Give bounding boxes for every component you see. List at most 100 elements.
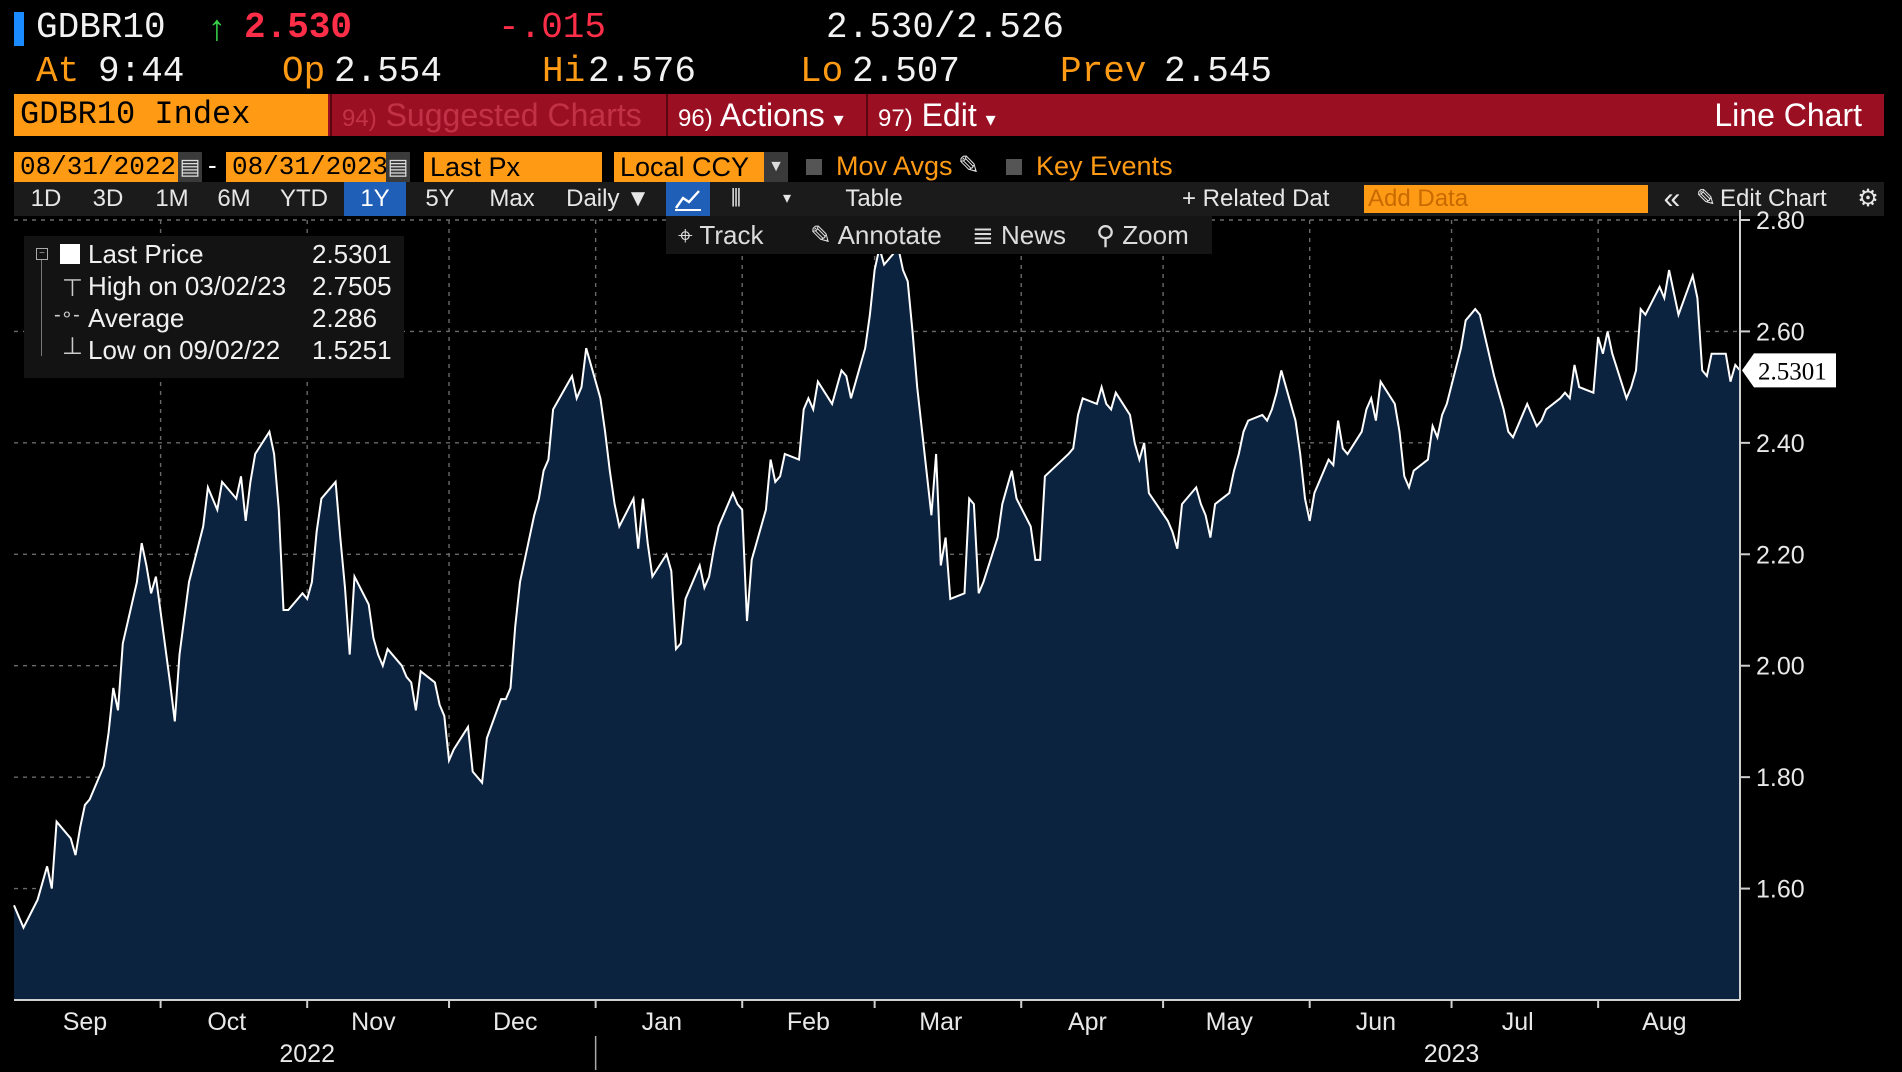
period-1m[interactable]: 1M xyxy=(155,185,189,212)
gear-icon[interactable]: ⚙ xyxy=(1857,185,1879,212)
legend-last-value: 2.5301 xyxy=(312,239,392,269)
x-month-label: May xyxy=(1206,1008,1254,1036)
y-tick-label: 1.80 xyxy=(1756,764,1805,792)
x-month-label: Mar xyxy=(919,1008,962,1036)
y-tick-label: 2.60 xyxy=(1756,318,1805,346)
legend-low-value: 1.5251 xyxy=(312,335,392,365)
line-chart-icon[interactable] xyxy=(666,182,710,216)
ticker-symbol: GDBR10 xyxy=(36,7,166,48)
period-max[interactable]: Max xyxy=(489,185,535,212)
legend-tree-line xyxy=(41,260,42,356)
related-data-button[interactable]: + Related Dat xyxy=(1182,185,1330,212)
legend-last-label: Last Price xyxy=(88,239,204,269)
track-tool[interactable]: ⌖ Track xyxy=(678,216,763,254)
annotate-tool[interactable]: ✎ Annotate xyxy=(810,216,942,254)
period-3d[interactable]: 3D xyxy=(92,185,124,212)
news-label: News xyxy=(1001,220,1067,250)
news-tool[interactable]: ≣ News xyxy=(972,216,1066,254)
chevron-down-icon: ▾ xyxy=(833,109,844,131)
period-1d[interactable]: 1D xyxy=(30,185,62,212)
magnifier-icon: ⚲ xyxy=(1096,220,1116,250)
price-field-select[interactable]: Last Px xyxy=(424,152,602,182)
start-date-input[interactable]: 08/31/2022 xyxy=(14,152,178,182)
calendar-icon[interactable]: ▤ xyxy=(386,152,410,182)
last-price-swatch xyxy=(60,244,80,264)
security-input[interactable]: GDBR10 Index xyxy=(14,94,328,136)
track-label: Track xyxy=(699,220,764,250)
last-price: 2.530 xyxy=(244,7,353,48)
low-value: 2.507 xyxy=(852,51,961,92)
x-year-label: 2023 xyxy=(1424,1040,1480,1068)
bar-chart-icon[interactable]: ⫴ xyxy=(730,185,742,212)
y-tick-label: 2.20 xyxy=(1756,541,1805,569)
key-events-label: Key Events xyxy=(1036,151,1173,181)
x-month-label: Jan xyxy=(642,1008,682,1036)
annotate-label: Annotate xyxy=(837,220,942,250)
mov-avgs-label: Mov Avgs xyxy=(836,151,953,181)
legend-average-value: 2.286 xyxy=(312,303,378,333)
x-month-label: Nov xyxy=(351,1008,396,1036)
period-6m[interactable]: 6M xyxy=(217,185,251,212)
command-bar: GDBR10 Index 94) Suggested Charts 96) Ac… xyxy=(14,94,1884,136)
legend-low-label: Low on 09/02/22 xyxy=(88,335,281,365)
actions-menu[interactable]: 96) Actions ▾ xyxy=(666,94,866,136)
quote-time: 9:44 xyxy=(98,51,185,92)
chevron-down-icon[interactable]: ▾ xyxy=(782,190,792,207)
x-month-label: Sep xyxy=(63,1008,107,1036)
period-toolbar: 1D 3D 1M 6M YTD 1Y 5Y Max Daily ▼ ⫴ ▾ Ta… xyxy=(14,182,1884,216)
pencil-icon[interactable]: ✎ xyxy=(1695,185,1717,212)
currency-select[interactable]: Local CCY xyxy=(614,152,764,182)
pencil-icon[interactable]: ✎ xyxy=(958,150,980,180)
period-1y[interactable]: 1Y xyxy=(344,182,406,216)
open-label: Op xyxy=(282,51,326,92)
key-events-checkbox[interactable] xyxy=(1006,159,1022,175)
chart-legend[interactable]: − ⊤ -∘- ⊥ Last Price 2.5301 High on 03/0… xyxy=(24,236,404,378)
ticker-marker xyxy=(14,12,24,46)
zoom-tool[interactable]: ⚲ Zoom xyxy=(1096,216,1189,254)
average-marker-icon: -∘- xyxy=(54,304,80,326)
suggested-charts-button[interactable]: 94) Suggested Charts xyxy=(330,94,666,136)
chart-tools-bar: ⌖ Track ✎ Annotate ≣ News ⚲ Zoom xyxy=(666,216,1212,254)
end-date-input[interactable]: 08/31/2023 xyxy=(226,152,388,182)
bid-price: 2.530 xyxy=(826,7,935,48)
suggested-charts-label: Suggested Charts xyxy=(385,97,642,133)
add-data-input[interactable]: Add Data xyxy=(1364,185,1648,213)
pencil-icon: ✎ xyxy=(810,220,832,250)
date-range-dash: - xyxy=(208,150,217,180)
collapse-icon[interactable]: « xyxy=(1663,182,1681,215)
x-month-label: Feb xyxy=(787,1008,830,1036)
edit-menu[interactable]: 97) Edit ▾ xyxy=(866,94,1016,136)
zoom-label: Zoom xyxy=(1122,220,1189,250)
actions-number: 96) xyxy=(678,105,713,132)
at-label: At xyxy=(36,51,80,92)
x-month-label: Oct xyxy=(207,1008,246,1036)
legend-average-label: Average xyxy=(88,303,185,333)
calendar-icon[interactable]: ▤ xyxy=(178,152,202,182)
frequency-select[interactable]: Daily ▼ xyxy=(566,185,650,212)
edit-chart-button[interactable]: Edit Chart xyxy=(1720,185,1827,212)
period-5y[interactable]: 5Y xyxy=(425,185,455,212)
x-month-label: Jul xyxy=(1502,1008,1534,1036)
edit-label: Edit xyxy=(921,97,977,133)
table-button[interactable]: Table xyxy=(845,185,903,212)
net-change: -.015 xyxy=(498,7,607,48)
high-label: Hi xyxy=(542,51,586,92)
actions-label: Actions xyxy=(719,97,825,133)
high-marker-icon: ⊤ xyxy=(62,275,83,302)
x-month-label: Jun xyxy=(1356,1008,1396,1036)
x-month-label: Aug xyxy=(1642,1008,1686,1036)
chevron-down-icon[interactable]: ▼ xyxy=(764,152,788,182)
prev-value: 2.545 xyxy=(1164,51,1273,92)
y-tick-label: 2.40 xyxy=(1756,430,1805,458)
last-value-label: 2.5301 xyxy=(1758,358,1827,385)
suggested-charts-number: 94) xyxy=(342,105,377,132)
y-tick-label: 2.80 xyxy=(1756,207,1805,235)
low-label: Lo xyxy=(800,51,844,92)
low-marker-icon: ⊥ xyxy=(62,333,83,360)
collapse-legend-icon[interactable]: − xyxy=(36,248,48,260)
mov-avgs-checkbox[interactable] xyxy=(806,159,822,175)
x-year-label: 2022 xyxy=(279,1040,335,1068)
period-ytd[interactable]: YTD xyxy=(280,185,328,212)
news-icon: ≣ xyxy=(972,220,994,250)
